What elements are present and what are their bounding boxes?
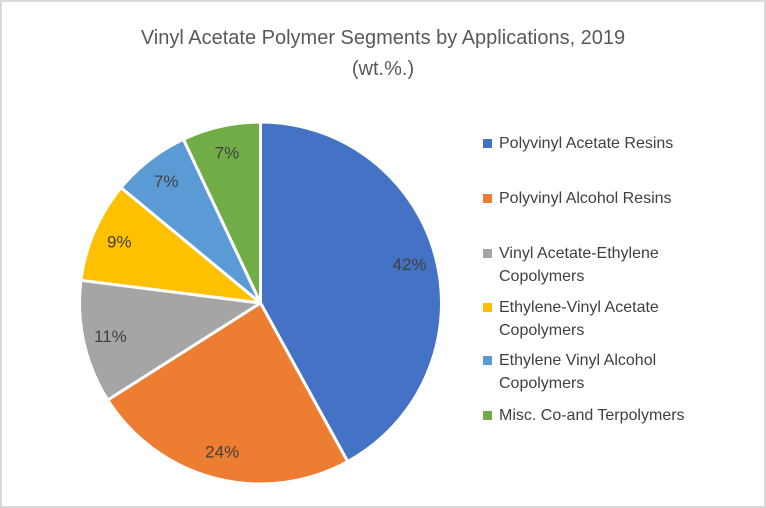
legend-label: Misc. Co-and Terpolymers [499,407,685,424]
chart-title-line-2: (wt.%.) [351,58,415,80]
data-label-polyvinyl-acetate-resins: 42% [392,255,426,274]
data-label-misc-co-and-terpolymers: 7% [215,143,240,162]
legend-label: Vinyl Acetate-Ethylene Copolymers [499,245,659,285]
legend-marker-vinyl-acetate-ethylene-copolymers [483,249,492,258]
legend-item-ethylene-vinyl-acetate-copolymers[interactable]: Ethylene-Vinyl Acetate Copolymers [483,296,659,342]
pie-slice-polyvinyl-alcohol-resins[interactable] [106,301,350,486]
legend-item-polyvinyl-acetate-resins[interactable]: Polyvinyl Acetate Resins [483,132,673,155]
legend-marker-polyvinyl-acetate-resins [483,139,492,148]
pie-slice-ethylene-vinyl-acetate-copolymers[interactable] [79,186,262,305]
legend-label: Polyvinyl Acetate Resins [499,135,674,152]
legend-item-polyvinyl-alcohol-resins[interactable]: Polyvinyl Alcohol Resins [483,187,672,210]
data-label-polyvinyl-alcohol-resins: 24% [205,443,239,462]
legend-marker-ethylene-vinyl-alcohol-copolymers [483,356,492,365]
pie-slice-polyvinyl-acetate-resins[interactable] [259,120,443,464]
chart-title: Vinyl Acetate Polymer Segments by Applic… [2,23,764,85]
legend-item-misc-co-and-terpolymers[interactable]: Misc. Co-and Terpolymers [483,404,685,427]
pie-slice-vinyl-acetate-ethylene-copolymers[interactable] [78,278,262,402]
data-label-vinyl-acetate-ethylene-copolymers: 11% [94,327,127,346]
legend-label: Ethylene-Vinyl Acetate Copolymers [499,299,659,339]
legend-marker-ethylene-vinyl-acetate-copolymers [483,303,492,312]
legend-marker-misc-co-and-terpolymers [483,411,492,420]
data-label-ethylene-vinyl-alcohol-copolymers: 7% [154,172,179,191]
legend-item-vinyl-acetate-ethylene-copolymers[interactable]: Vinyl Acetate-Ethylene Copolymers [483,242,659,288]
legend-label: Polyvinyl Alcohol Resins [499,190,672,207]
chart-title-line-1: Vinyl Acetate Polymer Segments by Applic… [140,27,626,49]
legend-marker-polyvinyl-alcohol-resins [483,194,492,203]
legend-label: Ethylene Vinyl Alcohol Copolymers [499,352,657,392]
data-label-ethylene-vinyl-acetate-copolymers: 9% [107,232,132,251]
legend-item-ethylene-vinyl-alcohol-copolymers[interactable]: Ethylene Vinyl Alcohol Copolymers [483,349,656,395]
pie-slice-misc-co-and-terpolymers[interactable] [181,120,262,305]
